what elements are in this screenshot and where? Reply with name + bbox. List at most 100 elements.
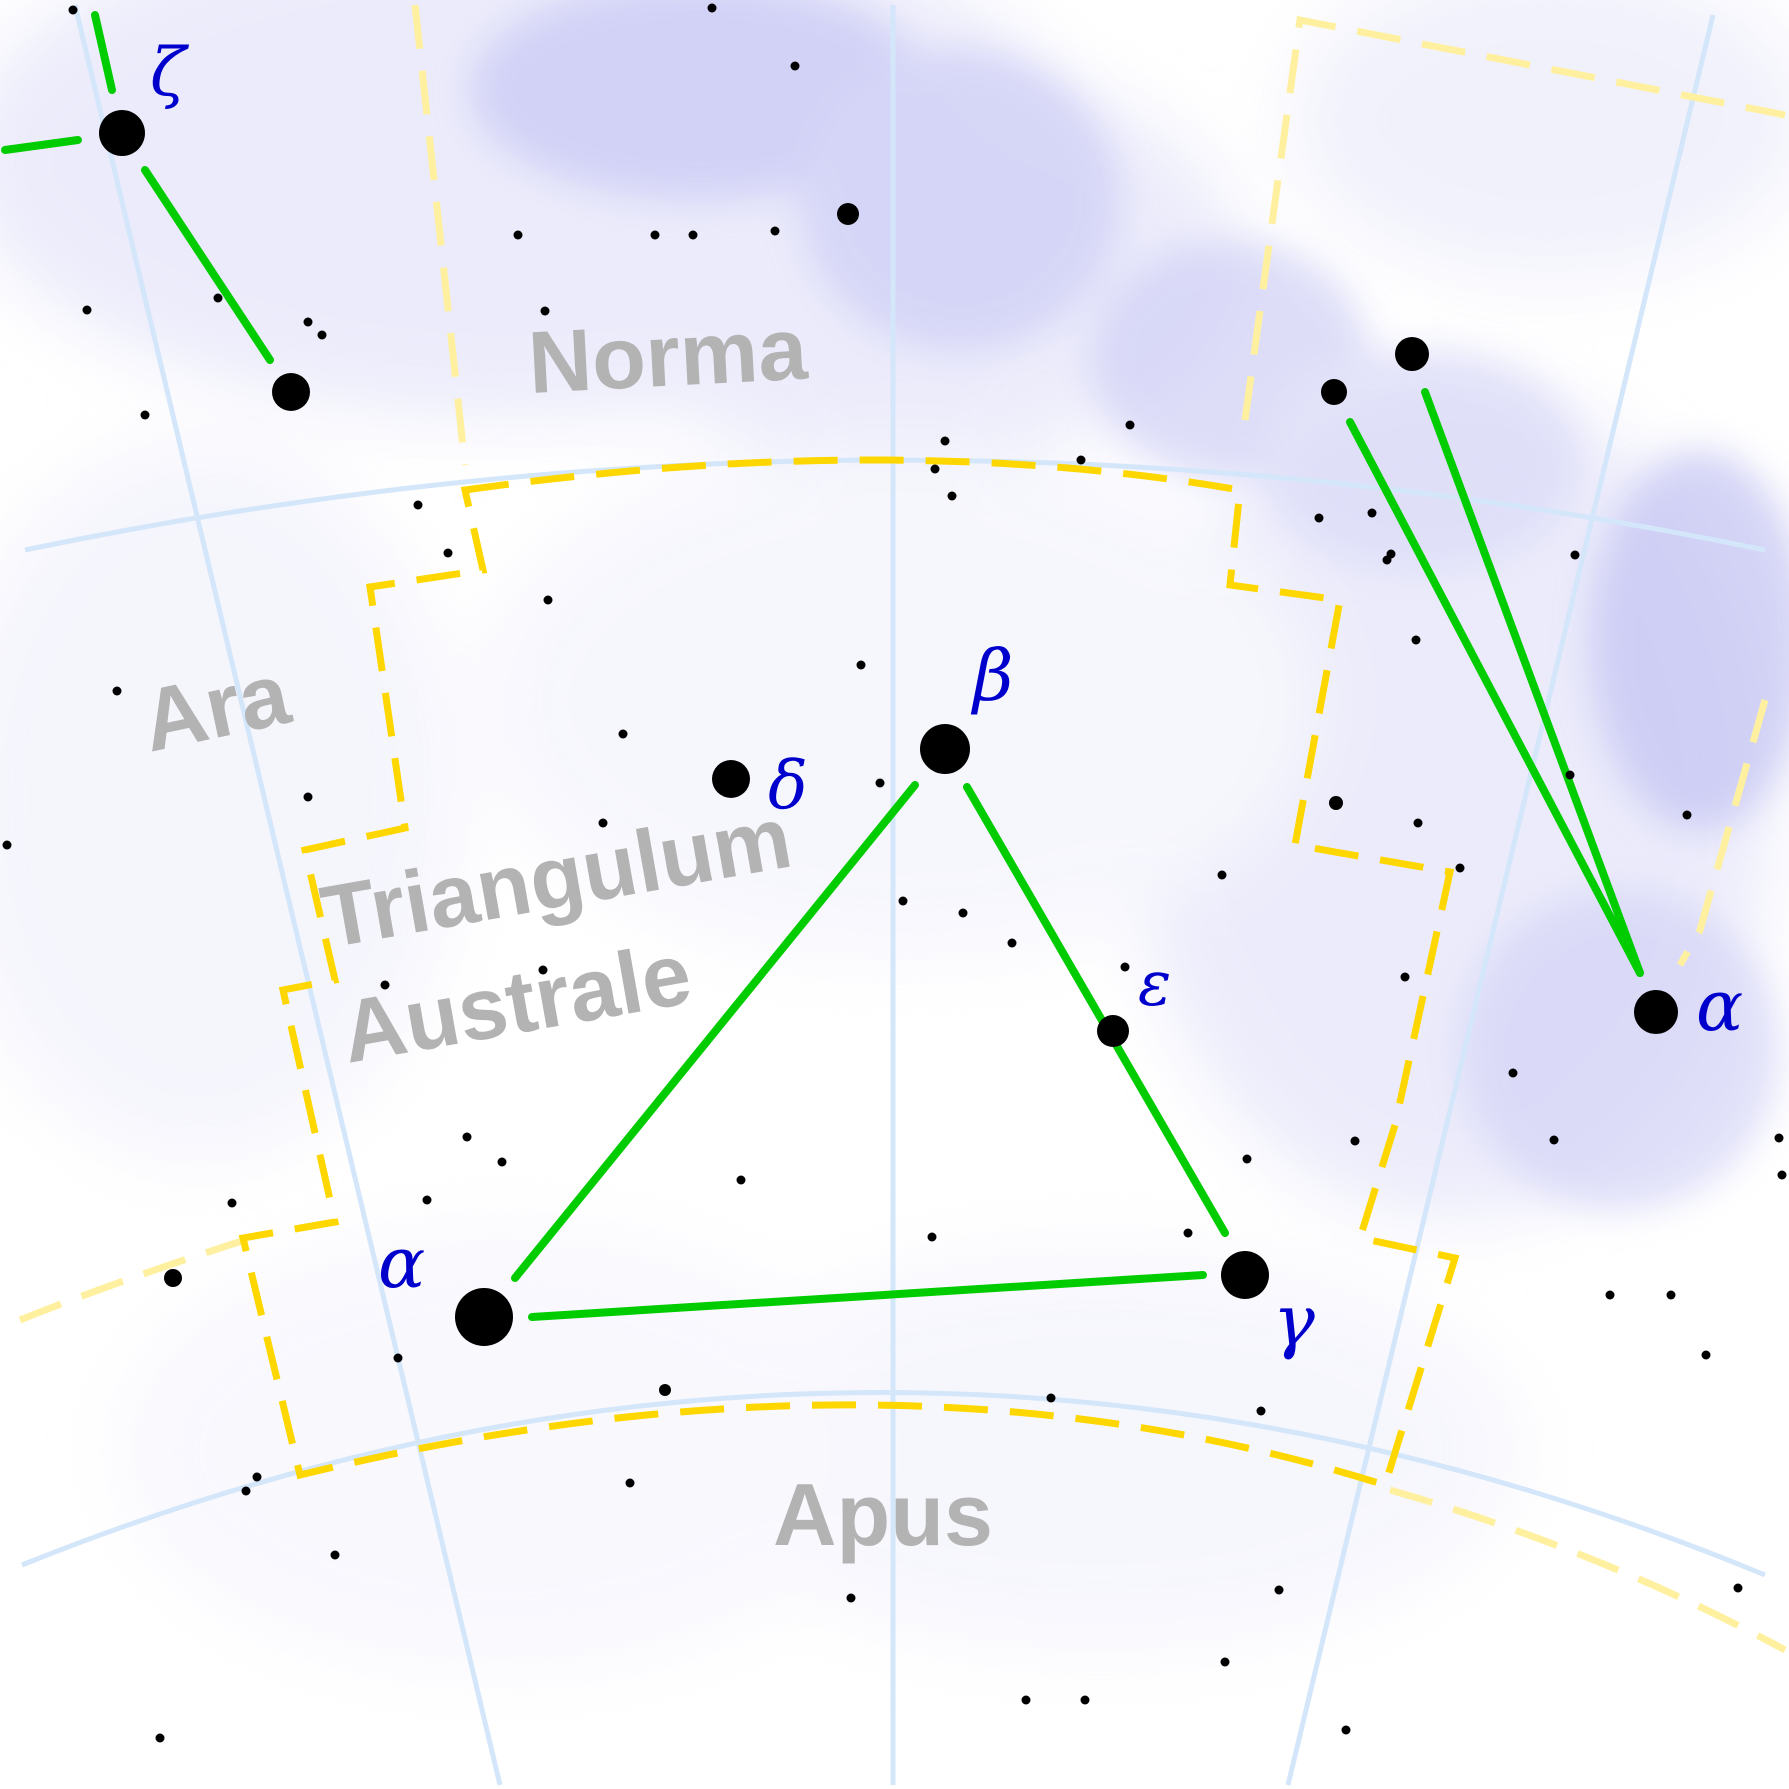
label-delta-tra: δ [768,747,808,824]
milky-way [0,0,1789,1670]
tra-line-gamma-alpha [528,1271,1207,1321]
faint-star [1183,1228,1193,1238]
faint-star [443,548,453,558]
label-gamma-tra: γ [1273,1280,1315,1362]
star-delta-tra [712,760,750,798]
faint-star [1220,1657,1230,1667]
faint-star [1774,1133,1784,1143]
faint-star [543,595,553,605]
star [164,1269,182,1287]
star-alpha-cir [1634,990,1678,1034]
star-zeta-ara [99,110,145,156]
faint-star [1125,420,1135,430]
star [837,203,859,225]
cir-line [1346,418,1644,977]
faint-star [1549,1135,1559,1145]
faint-star [68,5,78,15]
faint-star [513,230,523,240]
faint-star [380,980,390,990]
faint-star [241,1486,251,1496]
faint-star [213,293,223,303]
faint-star [1367,508,1377,518]
constellation-lines [1,11,1644,1321]
faint-star [303,317,313,327]
faint-star [1076,455,1086,465]
faint-star [462,1132,472,1142]
faint-star [1455,863,1465,873]
faint-star [598,818,608,828]
faint-star [1570,550,1580,560]
faint-star [618,729,628,739]
star-gamma-tra [1221,1251,1269,1299]
ara-line [91,11,116,94]
faint-star [2,840,12,850]
ara-line [1,136,82,154]
faint-stars [2,3,1787,1743]
faint-star [846,1593,856,1603]
faint-star [1350,1136,1360,1146]
faint-star [540,306,550,316]
star-ara [272,373,310,411]
faint-star [958,908,968,918]
faint-star [736,1175,746,1185]
faint-star [497,1157,507,1167]
other-boundaries [18,4,1787,1654]
tra-line-alpha-beta [511,781,919,1282]
faint-star [688,230,698,240]
star-beta-tra [920,724,970,774]
faint-star [1341,1725,1351,1735]
grid-ra-line [72,4,503,1786]
faint-star [330,1550,340,1560]
faint-star [1007,938,1017,948]
star [1329,796,1343,810]
faint-star [1605,1290,1615,1300]
faint-star [898,896,908,906]
faint-star [856,660,866,670]
faint-star [317,330,327,340]
faint-star [625,1478,635,1488]
star [659,1384,671,1396]
faint-star [1413,818,1423,828]
label-alpha-tra: α [378,1222,425,1304]
label-alpha-cir: α [1696,965,1743,1047]
faint-star [1274,1585,1284,1595]
grid-ra-line [1285,14,1716,1786]
faint-star [650,230,660,240]
constellation-label-norma: Norma [526,298,811,412]
faint-star [770,226,780,236]
faint-star [1120,962,1130,972]
faint-star [1314,513,1324,523]
star-alpha-tra [455,1288,513,1346]
stars [99,110,1678,1396]
faint-star [940,436,950,446]
faint-star [1256,1406,1266,1416]
faint-star [227,1198,237,1208]
constellation-label-apus: Apus [773,1465,993,1564]
faint-star [413,500,423,510]
faint-star [140,410,150,420]
faint-star [1400,972,1410,982]
faint-star [1382,555,1392,565]
ara-line [141,166,274,364]
faint-star [1242,1154,1252,1164]
faint-star [1080,1695,1090,1705]
faint-star [303,792,313,802]
faint-star [947,491,957,501]
faint-star [1682,810,1692,820]
faint-star [82,305,92,315]
faint-star [1666,1290,1676,1300]
star-epsilon-tra [1097,1015,1129,1047]
label-zeta-ara: ζ [150,34,190,111]
faint-star [155,1733,165,1743]
cir-line [1421,388,1644,977]
faint-star [112,686,122,696]
tra-line-beta-gamma [963,783,1229,1237]
faint-star [790,61,800,71]
faint-star [422,1195,432,1205]
label-beta-tra: β [970,635,1013,717]
star-labels: α β γ δ ε ζ α [150,34,1743,1362]
faint-star [1733,1583,1743,1593]
faint-star [538,965,548,975]
faint-star [1021,1695,1031,1705]
